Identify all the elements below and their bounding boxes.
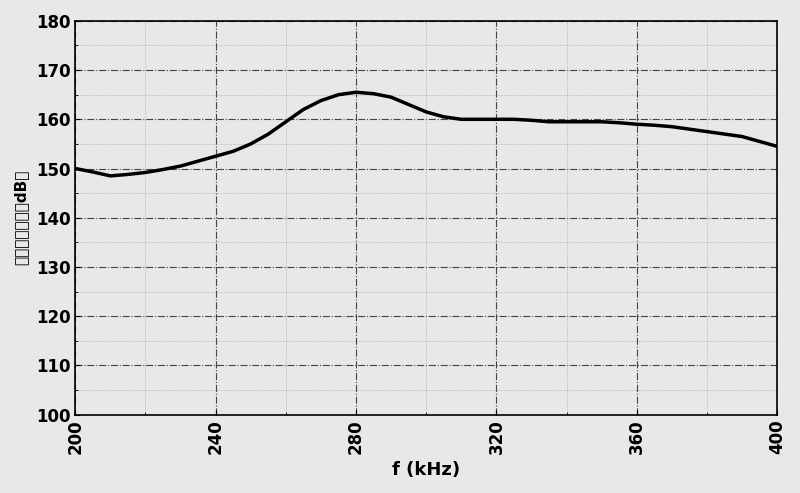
Y-axis label: 发送电压响应（dB）: 发送电压响应（dB） (14, 170, 29, 265)
X-axis label: f (kHz): f (kHz) (392, 461, 460, 479)
